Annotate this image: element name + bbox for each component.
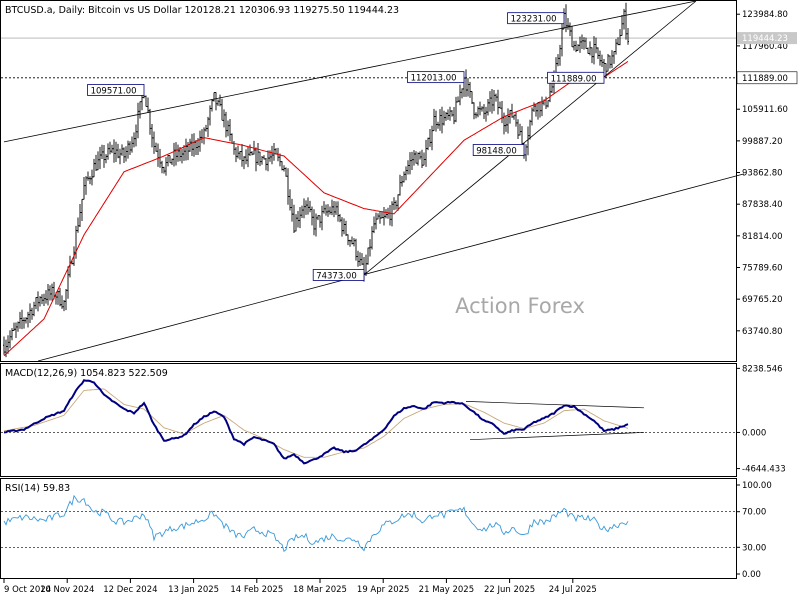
rsi-layer bbox=[1, 494, 736, 552]
price-tick-label-0: 123984.80 bbox=[742, 10, 788, 20]
annotation-label-4: 111889.00 bbox=[551, 74, 597, 84]
macd-tick-label-0: 8238.546 bbox=[742, 364, 783, 374]
chart-title: BTCUSD.a, Daily: Bitcoin vs US Dollar 12… bbox=[5, 5, 399, 16]
trendline-rising-support bbox=[363, 0, 697, 276]
macd-signal-line bbox=[3, 388, 629, 458]
macd-line bbox=[3, 379, 629, 465]
price-layer: 109571.00 74373.00 112013.00 98148.00 111889… bbox=[1, 0, 745, 362]
support-level-label: 111889.00 bbox=[742, 74, 788, 84]
annotation-label-1: 74373.00 bbox=[316, 271, 357, 281]
price-tick-label-9: 69765.20 bbox=[742, 295, 783, 305]
rsi-tick-label-0: 100.00 bbox=[742, 481, 772, 491]
time-tick-label-0: 9 Oct 2024 bbox=[4, 585, 51, 595]
time-tick-label-9: 24 Jul 2025 bbox=[549, 585, 597, 595]
axis-layer: 123984.80 117960.40 105911.60 99887.20 93862… bbox=[3, 10, 798, 595]
rsi-label: RSI(14) 59.83 bbox=[5, 483, 70, 494]
trendline-channel-lower bbox=[37, 173, 745, 362]
trendline-macd-upper bbox=[465, 401, 645, 409]
annotation-label-5: 123231.00 bbox=[511, 15, 557, 25]
annotation-box-4 bbox=[547, 71, 605, 84]
price-tick-label-5: 93862.80 bbox=[742, 169, 783, 179]
support-level-marker bbox=[736, 71, 798, 85]
time-tick-label-3: 13 Jan 2025 bbox=[168, 585, 219, 595]
annotation-box-3 bbox=[472, 144, 525, 156]
time-tick-label-4: 14 Feb 2025 bbox=[230, 585, 283, 595]
annotation-box-5 bbox=[507, 12, 565, 25]
rsi-tick-label-3: 0.00 bbox=[742, 570, 761, 580]
annotation-box-0 bbox=[87, 84, 145, 96]
rsi-line bbox=[3, 494, 629, 552]
macd-tick-label-1: 0.000 bbox=[742, 428, 766, 438]
macd-panel-frame bbox=[0, 363, 737, 477]
rsi-tick-label-2: 30.00 bbox=[742, 543, 766, 553]
time-tick-label-1: 10 Nov 2024 bbox=[40, 585, 94, 595]
annotation-box-1 bbox=[312, 269, 365, 281]
trendline-macd-lower bbox=[469, 432, 645, 441]
rsi-tick-label-1: 70.00 bbox=[742, 508, 766, 518]
time-tick-label-7: 21 May 2025 bbox=[419, 585, 474, 595]
price-tick-label-7: 81814.00 bbox=[742, 232, 783, 242]
macd-label: MACD(12,26,9) 1054.823 522.509 bbox=[5, 368, 168, 379]
time-tick-label-5: 18 Mar 2025 bbox=[293, 585, 347, 595]
moving-average-line bbox=[3, 60, 629, 357]
annotation-label-3: 98148.00 bbox=[476, 147, 517, 157]
price-tick-label-1: 117960.40 bbox=[742, 42, 788, 52]
time-tick-label-6: 19 Apr 2025 bbox=[357, 585, 410, 595]
price-panel-frame bbox=[0, 0, 737, 362]
current-price-label: 119444.23 bbox=[742, 34, 788, 44]
macd-tick-label-2: -4644.433 bbox=[742, 465, 786, 475]
price-tick-label-6: 87838.40 bbox=[742, 200, 783, 210]
current-price-marker bbox=[737, 32, 797, 45]
price-tick-label-4: 99887.20 bbox=[742, 137, 783, 147]
time-tick-label-2: 12 Dec 2024 bbox=[103, 585, 157, 595]
price-tick-label-8: 75789.60 bbox=[742, 264, 783, 274]
watermark: Action Forex bbox=[455, 294, 585, 318]
annotation-label-2: 112013.00 bbox=[411, 74, 457, 84]
macd-layer bbox=[1, 379, 736, 465]
price-tick-label-3: 105911.60 bbox=[742, 105, 788, 115]
time-tick-label-8: 22 Jun 2025 bbox=[484, 585, 535, 595]
rsi-panel-frame bbox=[0, 478, 737, 579]
price-tick-label-10: 63740.80 bbox=[742, 327, 783, 337]
annotation-label-0: 109571.00 bbox=[91, 86, 137, 96]
trendline-channel-upper bbox=[3, 0, 697, 143]
annotation-box-2 bbox=[407, 71, 465, 84]
